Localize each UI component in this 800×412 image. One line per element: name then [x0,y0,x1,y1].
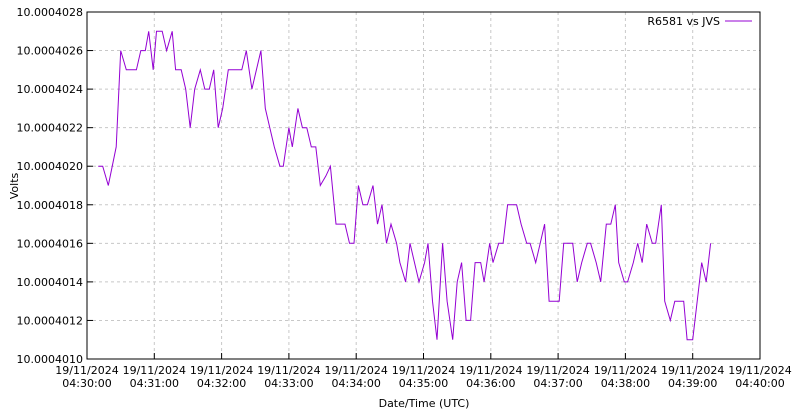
y-tick-label: 10.0004014 [17,276,83,289]
x-tick-label: 19/11/2024 [526,364,589,377]
x-tick-label: 04:30:00 [62,377,111,390]
x-tick-label: 04:33:00 [264,377,313,390]
x-tick-label: 19/11/2024 [324,364,387,377]
y-tick-label: 10.0004018 [17,199,83,212]
x-tick-label: 04:38:00 [601,377,650,390]
plot-frame [86,11,761,360]
x-tick-label: 04:31:00 [130,377,179,390]
y-tick-label: 10.0004012 [17,314,83,327]
x-tick-label: 04:37:00 [533,377,582,390]
y-tick-label: 10.0004026 [17,45,83,58]
x-tick-label: 19/11/2024 [459,364,522,377]
x-tick-label: 19/11/2024 [392,364,455,377]
y-axis-label: Volts [8,172,21,199]
x-tick-label: 04:36:00 [466,377,515,390]
data-line [98,30,712,341]
x-tick-label: 04:35:00 [399,377,448,390]
x-tick-label: 19/11/2024 [257,364,320,377]
x-tick-label: 19/11/2024 [190,364,253,377]
x-tick-label: 04:40:00 [735,377,784,390]
x-axis-label: Date/Time (UTC) [379,397,470,410]
y-tick-label: 10.0004016 [17,237,83,250]
y-tick-label: 10.0004020 [17,160,83,173]
x-tick-label: 19/11/2024 [728,364,791,377]
y-tick-label: 10.0004024 [17,83,83,96]
y-tick-label: 10.0004028 [17,6,83,19]
y-tick-label: 10.0004022 [17,122,83,135]
x-tick-label: 04:39:00 [668,377,717,390]
x-tick-label: 04:34:00 [331,377,380,390]
x-tick-label: 04:32:00 [197,377,246,390]
x-tick-label: 19/11/2024 [123,364,186,377]
x-tick-label: 19/11/2024 [594,364,657,377]
y-tick-label: 10.0004010 [17,353,83,366]
legend-label: R6581 vs JVS [647,15,720,28]
x-tick-label: 19/11/2024 [661,364,724,377]
x-tick-label: 19/11/2024 [55,364,118,377]
